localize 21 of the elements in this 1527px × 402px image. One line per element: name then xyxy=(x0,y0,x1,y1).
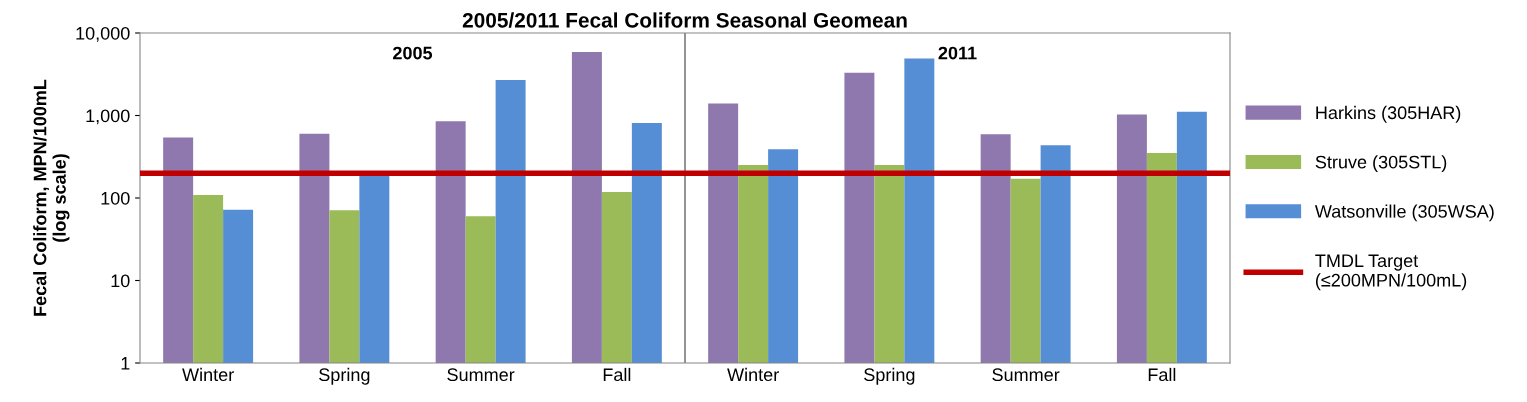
x-tick-label: Fall xyxy=(603,367,631,382)
x-tick-label: Summer xyxy=(992,368,1060,382)
y-tick-label: 10 xyxy=(111,274,130,288)
x-tick-label: Fall xyxy=(1148,367,1176,382)
legend-label: Struve (305STL) xyxy=(1315,155,1447,173)
x-tick-label: Summer xyxy=(447,368,515,382)
chart-title: 2005/2011 Fecal Coliform Seasonal Geomean xyxy=(462,12,907,28)
annotation: 2005 xyxy=(393,46,433,60)
y-tick-label: 1,000 xyxy=(86,109,130,125)
legend-label: Watsonville (305WSA) xyxy=(1314,204,1494,222)
y-tick-label: 100 xyxy=(101,191,130,205)
x-tick-label: Winter xyxy=(182,367,234,382)
x-tick-label: Winter xyxy=(727,367,779,382)
x-tick-label: Spring xyxy=(319,367,370,385)
y-axis-title: Fecal Coliform, MPN/100mL (log scale) xyxy=(33,79,70,316)
legend-label: TMDL Target (≤200MPN/100mL) xyxy=(1315,254,1467,291)
y-tick-label: 1 xyxy=(121,357,130,370)
annotation: 2011 xyxy=(938,46,977,60)
y-tick-label: 10,000 xyxy=(76,26,130,42)
x-tick-label: Spring xyxy=(864,367,915,385)
legend-label: Harkins (305HAR) xyxy=(1316,105,1461,123)
